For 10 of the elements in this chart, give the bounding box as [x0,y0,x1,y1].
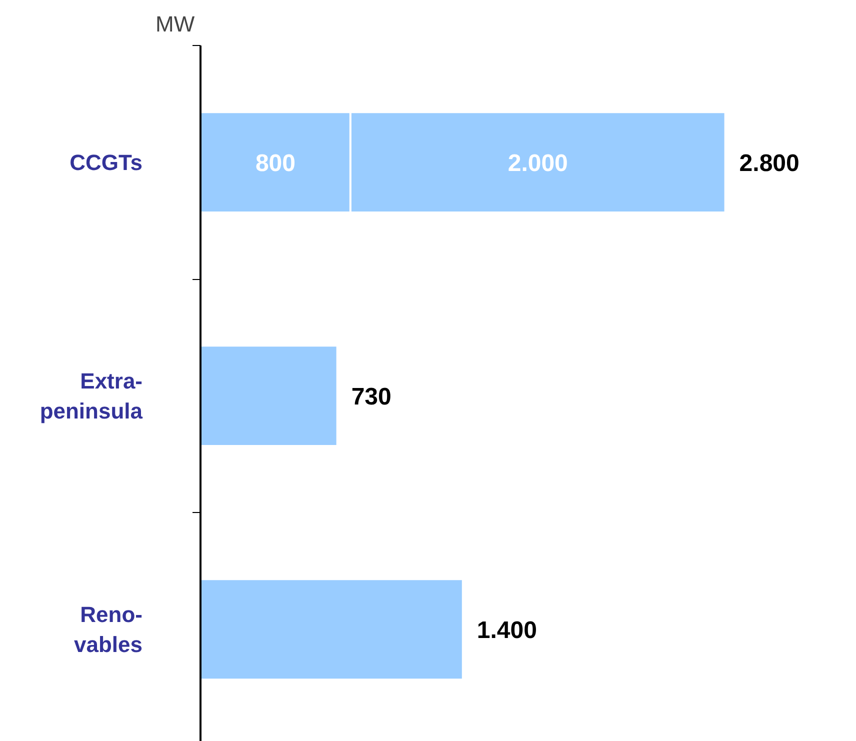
total-label: 1.400 [476,616,537,644]
data-label: 2.000 [508,150,568,177]
y-tick-label: Extra-peninsula [40,368,144,424]
y-tick-label: CCGTs [70,150,143,175]
bar [200,578,464,681]
y-tick-label: Reno-vables [74,602,143,657]
y-axis-title: MW [156,12,195,36]
data-label: 800 [255,150,296,177]
total-label: 2.800 [739,150,800,177]
total-label: 730 [351,383,392,410]
